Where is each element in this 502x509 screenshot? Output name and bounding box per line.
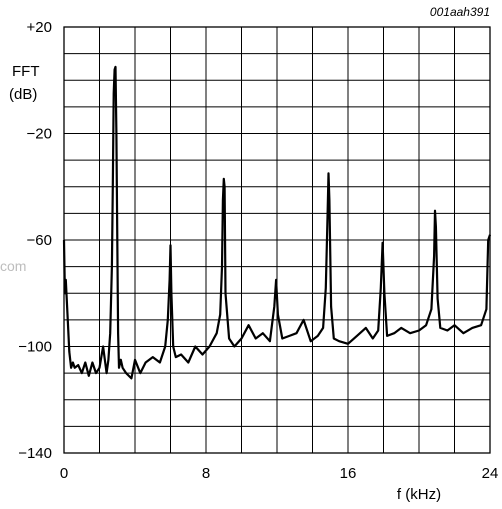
figure-reference-id: 001aah391 [430, 5, 490, 19]
x-tick-label: 16 [340, 465, 357, 482]
x-tick-label: 0 [60, 465, 68, 482]
fft-spectrum-line [62, 65, 492, 380]
x-tick-labels: 0 8 16 24 [60, 465, 499, 482]
x-tick-label: 24 [482, 465, 499, 482]
y-tick-label: +20 [27, 19, 52, 36]
y-axis-label-line-2: (dB) [9, 86, 37, 103]
y-tick-label: −100 [18, 339, 52, 356]
plot-frame [63, 26, 491, 454]
watermark-text: com [0, 258, 26, 274]
plot-grid [64, 27, 490, 453]
x-tick-label: 8 [202, 465, 210, 482]
y-tick-label: −60 [27, 232, 52, 249]
y-tick-label: −20 [27, 126, 52, 143]
series-group [62, 65, 492, 380]
y-axis-label-line-1: FFT [12, 63, 40, 80]
x-axis-label: f (kHz) [397, 486, 441, 503]
y-tick-label: −140 [18, 445, 52, 462]
y-tick-labels: +20 −20 −60 −100 −140 [18, 19, 52, 462]
